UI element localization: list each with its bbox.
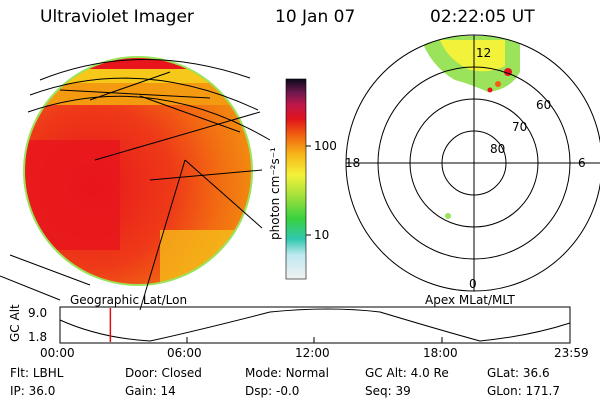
- status-glon: GLon: 171.7: [487, 384, 560, 398]
- x-tick-0600: 06:00: [167, 346, 202, 360]
- mlt-label-0: 0: [469, 277, 477, 291]
- x-tick-0000: 00:00: [40, 346, 75, 360]
- lat-label-60: 60: [536, 98, 552, 112]
- status-gain: Gain: 14: [125, 384, 176, 398]
- lat-label-80: 80: [490, 142, 506, 156]
- status-glat: GLat: 36.6: [487, 366, 550, 380]
- observation-time: 02:22:05 UT: [430, 7, 535, 27]
- colorbar-tick-100: 100: [314, 139, 337, 153]
- mlt-label-6: 6: [578, 156, 586, 170]
- colorbar-tick-10: 10: [314, 228, 330, 242]
- y-tick-1-8: 1.8: [28, 330, 48, 344]
- instrument-title: Ultraviolet Imager: [40, 7, 194, 27]
- y-tick-9: 9.0: [28, 306, 48, 320]
- status-flt: Flt: LBHL: [10, 366, 64, 380]
- lat-label-70: 70: [512, 120, 528, 134]
- x-tick-1200: 12:00: [295, 346, 330, 360]
- status-gc-alt: GC Alt: 4.0 Re: [365, 366, 449, 380]
- status-seq: Seq: 39: [365, 384, 411, 398]
- status-door: Door: Closed: [125, 366, 202, 380]
- status-ip: IP: 36.0: [10, 384, 56, 398]
- timeline-axis-title: GC Alt: [8, 304, 22, 342]
- status-dsp: Dsp: -0.0: [245, 384, 300, 398]
- mlt-label-12: 12: [476, 46, 492, 60]
- x-tick-2359: 23:59: [554, 346, 589, 360]
- status-mode: Mode: Normal: [245, 366, 329, 380]
- x-tick-1800: 18:00: [423, 346, 458, 360]
- apex-caption: Apex MLat/MLT: [425, 293, 515, 307]
- geographic-caption: Geographic Lat/Lon: [70, 293, 188, 307]
- observation-date: 10 Jan 07: [275, 7, 356, 27]
- mlt-label-18: 18: [345, 156, 361, 170]
